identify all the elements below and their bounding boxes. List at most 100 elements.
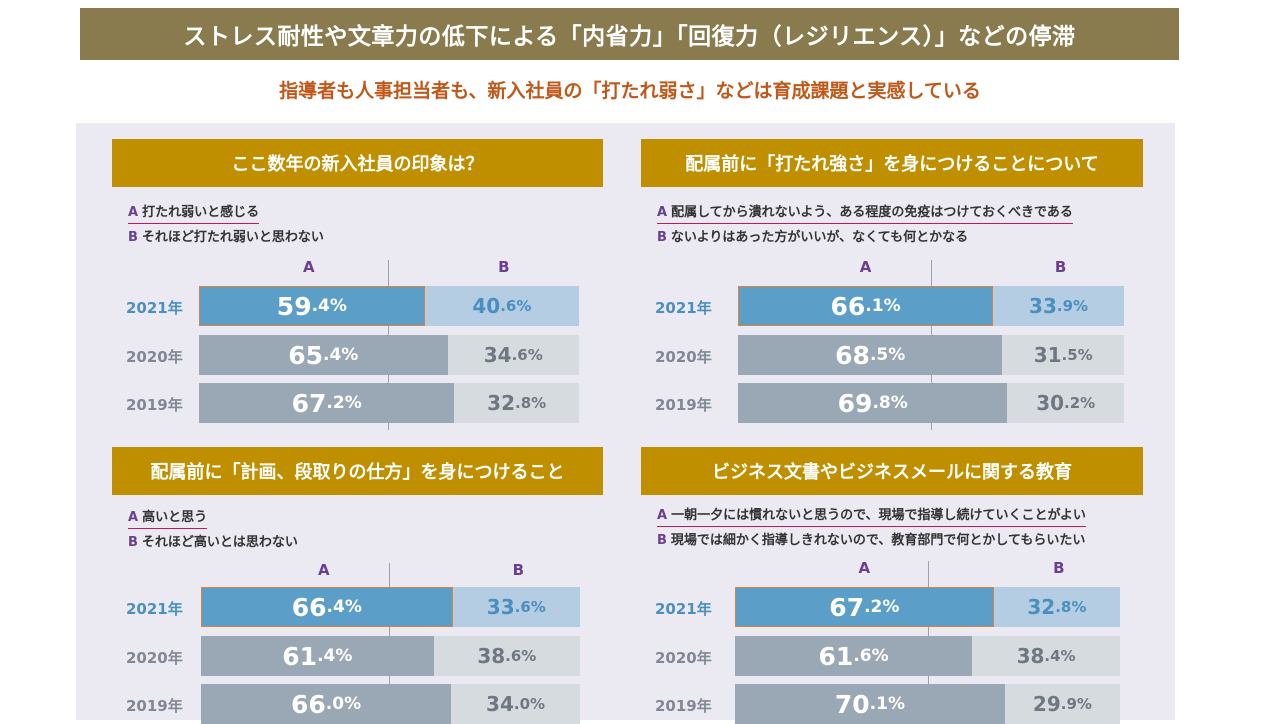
bar-b: 34.0% — [451, 684, 580, 724]
bar-a-value-dec: .1% — [869, 694, 905, 714]
page-subtitle: 指導者も人事担当者も、新入社員の「打たれ弱さ」などは育成課題と実感している — [279, 80, 981, 102]
legend-text: 配属してから潰れないよう、ある程度の免疫はつけておくべきである — [671, 205, 1073, 220]
bar-a-value-int: 69 — [837, 388, 873, 418]
top-banner: ストレス耐性や文章力の低下による「内省力」「回復力（レジリエンス）」などの停滞 — [80, 8, 1179, 60]
section-header: 配属前に「打たれ強さ」を身につけることについて — [641, 139, 1143, 187]
legend-key: A — [128, 510, 139, 525]
section-header: 配属前に「計画、段取りの仕方」を身につけること — [112, 447, 603, 495]
bar-a-value-int: 66 — [291, 689, 326, 719]
bar-a-value-dec: .4% — [326, 597, 362, 617]
bar-a-value-int: 61 — [282, 641, 318, 671]
bar-a: 61.6% — [735, 636, 973, 676]
column-header-b: B — [1053, 559, 1065, 577]
bar-a-value-dec: .5% — [869, 345, 906, 365]
bar-a-value-int: 66 — [830, 291, 866, 321]
section-header: ビジネス文書やビジネスメールに関する教育 — [641, 447, 1143, 495]
column-header-b: B — [512, 561, 525, 579]
legend-text: ないよりはあった方がいいが、なくても何とかなる — [670, 230, 969, 245]
bar-a: 65.4% — [199, 335, 448, 375]
bar-b: 29.9% — [1004, 684, 1120, 724]
bar-b-value-dec: .8% — [1055, 598, 1087, 616]
bar-a: 70.1% — [735, 684, 1005, 724]
bar-b-value-dec: .2% — [1064, 394, 1096, 412]
year-label: 2021年 — [655, 600, 712, 618]
year-label: 2021年 — [655, 299, 712, 317]
legend-text: 一朝一夕には慣れないと思うので、現場で指導し続けていくことがよい — [671, 508, 1086, 523]
legend-key: B — [128, 535, 138, 550]
legend-key: A — [128, 205, 139, 220]
bar-a-value-dec: .1% — [865, 296, 901, 316]
bar-b: 40.6% — [424, 286, 579, 326]
legend-item-b: B それほど高いとは思わない — [128, 531, 298, 550]
bar-b-value-int: 33 — [1029, 294, 1057, 318]
bar-a-value-int: 70 — [834, 689, 870, 719]
bar-b-value-dec: .0% — [513, 695, 546, 713]
bar-a: 67.2% — [735, 587, 994, 627]
year-label: 2019年 — [126, 697, 183, 715]
legend-key: A — [657, 508, 668, 523]
bar-b: 31.5% — [1002, 335, 1124, 375]
bar-b-value-int: 32 — [1027, 595, 1056, 619]
legend-item-a: A 配属してから潰れないよう、ある程度の免疫はつけておくべきである — [657, 201, 1073, 224]
column-header-a: A — [859, 258, 872, 276]
legend-item-a: A 打たれ弱いと感じる — [128, 201, 260, 224]
bar-b: 32.8% — [454, 383, 579, 423]
bar-b: 38.6% — [433, 636, 580, 676]
year-label: 2020年 — [126, 348, 183, 366]
year-label: 2020年 — [655, 649, 712, 667]
bar-a-value-dec: .4% — [322, 345, 359, 365]
legend-text: 打たれ弱いと感じる — [142, 205, 260, 220]
bar-a: 69.8% — [738, 383, 1008, 423]
bar-b-value-int: 34 — [486, 692, 514, 716]
bar-a: 67.2% — [199, 383, 455, 423]
bar-a-value-int: 66 — [291, 592, 327, 622]
banner-title: ストレス耐性や文章力の低下による「内省力」「回復力（レジリエンス）」などの停滞 — [183, 24, 1076, 50]
bar-b: 33.6% — [452, 587, 580, 627]
bar-b-value-int: 33 — [486, 595, 515, 619]
bar-a: 68.5% — [738, 335, 1003, 375]
bar-b: 32.8% — [993, 587, 1120, 627]
legend-key: B — [128, 230, 138, 245]
year-label: 2019年 — [655, 396, 712, 414]
bar-a-value-int: 65 — [288, 340, 323, 370]
legend-key: A — [657, 205, 668, 220]
bar-b-value-dec: .9% — [1060, 695, 1092, 713]
column-header-b: B — [1054, 258, 1067, 276]
legend-item-a: A 高いと思う — [128, 506, 208, 529]
bar-b-value-dec: .9% — [1056, 297, 1089, 315]
legend-item-a: A 一朝一夕には慣れないと思うので、現場で指導し続けていくことがよい — [657, 504, 1086, 527]
bar-a-value-int: 67 — [829, 592, 865, 622]
bar-a-value-dec: .4% — [311, 296, 347, 316]
bar-b: 34.6% — [447, 335, 579, 375]
bar-a: 66.4% — [201, 587, 453, 627]
bar-b-value-int: 30 — [1036, 391, 1065, 415]
bar-b-value-dec: .6% — [500, 297, 532, 315]
bar-a: 66.1% — [738, 286, 994, 326]
bar-b-value-int: 31 — [1033, 343, 1062, 367]
legend-key: B — [657, 230, 667, 245]
bar-b-value-int: 32 — [487, 391, 515, 415]
legend-item-b: B ないよりはあった方がいいが、なくても何とかなる — [657, 226, 968, 245]
legend-key: B — [657, 533, 667, 548]
column-header-a: A — [858, 559, 871, 577]
legend-item-b: B 現場では細かく指導しきれないので、教育部門で何とかしてもらいたい — [657, 529, 1085, 548]
year-label: 2019年 — [126, 396, 183, 414]
column-header-a: A — [303, 258, 315, 276]
bar-a-value-dec: .8% — [872, 393, 908, 413]
legend-text: それほど打たれ弱いと思わない — [141, 230, 324, 245]
column-header-a: A — [318, 561, 330, 579]
bar-a-value-int: 61 — [818, 641, 854, 671]
bar-b: 33.9% — [993, 286, 1124, 326]
bar-b-value-int: 29 — [1032, 692, 1061, 716]
column-header-b: B — [498, 258, 510, 276]
legend-text: 現場では細かく指導しきれないので、教育部門で何とかしてもらいたい — [670, 533, 1086, 548]
legend-item-b: B それほど打たれ弱いと思わない — [128, 226, 324, 245]
bar-a-value-dec: .2% — [326, 393, 362, 413]
bar-b-value-dec: .6% — [514, 598, 546, 616]
bar-b: 38.4% — [972, 636, 1120, 676]
bar-b-value-int: 38 — [1016, 644, 1045, 668]
bar-a: 66.0% — [201, 684, 452, 724]
bar-a-value-int: 59 — [276, 291, 312, 321]
bar-b-value-dec: .6% — [511, 346, 543, 364]
bar-a-value-dec: .2% — [864, 597, 900, 617]
